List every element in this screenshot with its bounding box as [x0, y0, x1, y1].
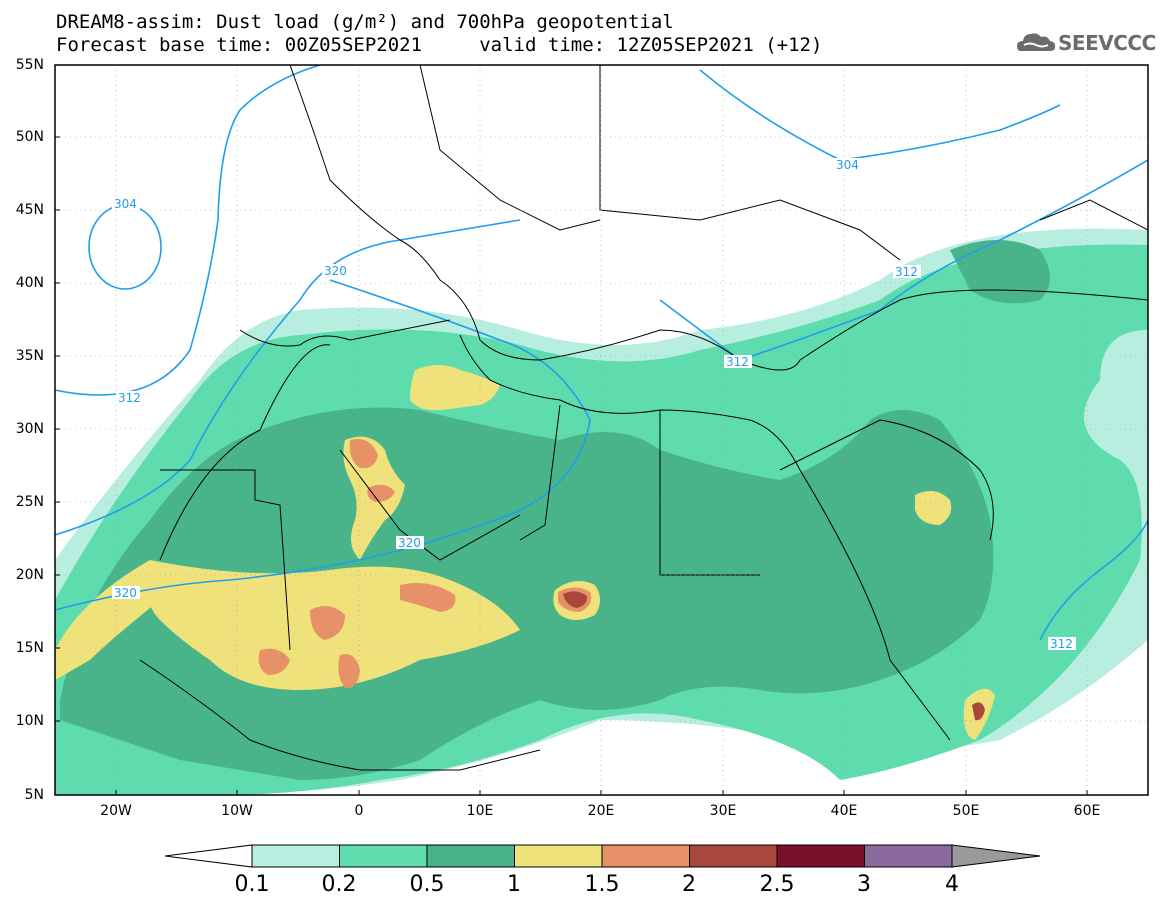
- dust-level-2: [972, 702, 985, 721]
- dust-level-1-5: [367, 484, 395, 502]
- colorbar-label: 0.5: [409, 872, 445, 897]
- contour-label: 304: [114, 197, 137, 211]
- lon-label: 40E: [830, 803, 858, 819]
- colorbar-bin: [601, 844, 690, 868]
- graticule: [55, 65, 1148, 795]
- colorbar-label: 0.2: [321, 872, 357, 897]
- dust-level-1-5: [310, 606, 345, 640]
- dust-level-1-5: [400, 582, 456, 612]
- lat-label: 45N: [15, 202, 44, 218]
- cloud-icon: [1017, 33, 1056, 51]
- lon-label: 20W: [100, 803, 132, 819]
- contour-label: 312: [895, 265, 918, 279]
- lat-label: 10N: [15, 713, 44, 729]
- colorbar-label: 2: [682, 872, 696, 897]
- dust-level-1-5: [349, 439, 378, 469]
- lat-label: 30N: [15, 421, 44, 437]
- colorbar-arrow-low: [164, 844, 253, 868]
- dust-level-1: [410, 365, 500, 411]
- lon-label: 20E: [587, 803, 615, 819]
- colorbar-label: 2.5: [759, 872, 795, 897]
- lon-label: 10E: [466, 803, 494, 819]
- colorbar-bin: [689, 844, 778, 868]
- colorbar-label: 4: [945, 872, 959, 897]
- contour-label: 312: [118, 391, 141, 405]
- dust-level-1: [915, 491, 952, 525]
- colorbar-label: 1.5: [584, 872, 620, 897]
- contour-label: 312: [726, 355, 749, 369]
- geopotential-contours: [55, 65, 1148, 641]
- colorbar-label: 1: [507, 872, 521, 897]
- contour-label: 304: [836, 158, 859, 172]
- lat-label: 35N: [15, 348, 44, 364]
- lon-label: 60E: [1073, 803, 1101, 819]
- contour-label: 320: [398, 536, 421, 550]
- lat-label: 50N: [15, 129, 44, 145]
- colorbar-bin: [339, 844, 428, 868]
- lon-label: 30E: [709, 803, 737, 819]
- colorbar-bin: [426, 844, 515, 868]
- dust-level-1-5: [338, 654, 360, 689]
- lat-label: 15N: [15, 640, 44, 656]
- colorbar-label: 0.1: [234, 872, 270, 897]
- colorbar-bin: [514, 844, 603, 868]
- colorbar-bin: [776, 844, 865, 868]
- axis-ticks: [55, 64, 1088, 795]
- lat-label: 5N: [24, 787, 44, 803]
- lon-label: 0: [354, 803, 364, 819]
- map-subtitle-times: Forecast base time: 00Z05SEP2021 valid t…: [56, 34, 823, 56]
- logo-text: SEEVCCC: [1058, 31, 1156, 55]
- contour-label: 320: [114, 586, 137, 600]
- lat-label: 40N: [15, 275, 44, 291]
- lat-label: 55N: [15, 57, 44, 73]
- contour-labels: 304 304 320 312 320 320 312 312 312: [112, 158, 1076, 651]
- colorbar-arrow-high: [951, 844, 1041, 868]
- map-title: DREAM8-assim: Dust load (g/m²) and 700hP…: [56, 11, 674, 33]
- dust-level-0-5: [950, 240, 1050, 304]
- lat-label: 25N: [15, 494, 44, 510]
- contour-label: 312: [1050, 637, 1073, 651]
- colorbar-bin: [251, 844, 340, 868]
- contour-label: 320: [324, 264, 347, 278]
- dust-level-2: [563, 591, 588, 608]
- lon-label: 10W: [221, 803, 253, 819]
- lon-label: 50E: [952, 803, 980, 819]
- dust-level-1-5: [258, 648, 290, 675]
- colorbar-label: 3: [857, 872, 871, 897]
- colorbar: [164, 844, 1041, 868]
- colorbar-bin: [864, 844, 953, 868]
- lat-label: 20N: [15, 567, 44, 583]
